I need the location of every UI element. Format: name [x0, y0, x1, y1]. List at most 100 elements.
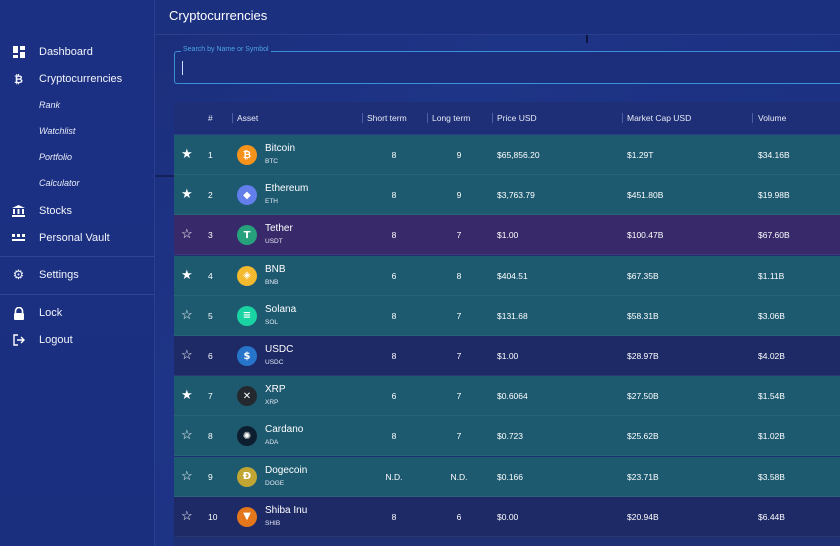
table-row[interactable]: ★ 7 ✕ XRP XRP 6 7 $0.6064 $27.50B $1.54B [174, 376, 840, 417]
short-term-cell: 6 [391, 270, 397, 281]
rank-cell: 1 [208, 150, 213, 160]
table-row[interactable]: ☆ 8 ✺ Cardano ADA 8 7 $0.723 $25.62B $1.02B [174, 416, 840, 457]
short-term-cell: N.D. [385, 471, 403, 482]
short-term-cell: 8 [391, 511, 397, 522]
vault-icon [12, 232, 25, 245]
sidebar: Dashboard ₿ Cryptocurrencies Rank Watchl… [0, 0, 155, 546]
column-header-volume[interactable]: Volume [758, 113, 787, 123]
rank-cell: 8 [208, 431, 213, 442]
volume-cell: $3.58B [758, 471, 785, 482]
star-filled-icon[interactable]: ★ [181, 266, 193, 282]
sidebar-item-stocks[interactable]: Stocks [0, 199, 155, 223]
sidebar-item-label: Dashboard [39, 46, 93, 58]
asset-symbol: USDC [265, 359, 284, 366]
table-row[interactable]: ☆ 10 ▼ Shiba Inu SHIB 8 6 $0.00 $20.94B $6.44B [174, 496, 840, 537]
lock-icon [12, 306, 25, 320]
short-term-cell: 8 [391, 431, 397, 442]
price-cell: $0.00 [497, 511, 519, 522]
market-cap-cell: $25.62B [627, 431, 659, 442]
sidebar-item-label: Cryptocurrencies [39, 73, 123, 85]
asset-symbol: DOGE [265, 479, 285, 487]
volume-cell: $19.98B [758, 190, 790, 201]
column-separator [752, 113, 753, 123]
background-line [586, 35, 588, 43]
price-cell: $404.51 [497, 270, 528, 281]
sidebar-item-label: Stocks [39, 205, 73, 217]
table-row[interactable]: ★ 4 ◈ BNB BNB 6 8 $404.51 $67.35B $1.11B [174, 255, 840, 296]
table-row[interactable]: ☆ 5 ≡ Solana SOL 8 7 $131.68 $58.31B $3.06B [174, 295, 840, 336]
volume-cell: $4.02B [758, 351, 785, 361]
table-row[interactable]: ★ 2 ◆ Ethereum ETH 8 9 $3,763.79 $451.80B $19.98B [174, 175, 840, 216]
star-outline-icon[interactable]: ☆ [181, 226, 193, 242]
asset-name: Shiba Inu [265, 504, 308, 516]
star-filled-icon[interactable]: ★ [181, 186, 193, 202]
long-term-cell: 7 [456, 431, 462, 442]
volume-cell: $1.11B [758, 270, 785, 281]
price-cell: $0.723 [497, 431, 523, 442]
asset-name: Cardano [265, 424, 304, 436]
rank-cell: 10 [208, 511, 218, 522]
long-term-cell: 6 [456, 511, 462, 522]
table-row[interactable]: ★ 1 ₿ Bitcoin BTC 8 9 $65,856.20 $1.29T $34.16B [174, 135, 840, 175]
price-cell: $1.00 [497, 230, 519, 241]
long-term-cell: 7 [456, 310, 462, 321]
volume-cell: $34.16B [758, 150, 790, 160]
table-row[interactable]: ☆ 3 T Tether USDT 8 7 $1.00 $100.47B $67.60B [174, 215, 840, 256]
market-cap-cell: $67.35B [627, 270, 659, 281]
volume-cell: $6.44B [758, 511, 785, 522]
asset-symbol: BNB [265, 278, 279, 286]
search-field[interactable]: Search by Name or Symbol [174, 46, 840, 84]
sidebar-item-cryptocurrencies[interactable]: ₿ Cryptocurrencies [0, 67, 155, 91]
sidebar-item-personal-vault[interactable]: Personal Vault [0, 226, 155, 250]
sidebar-subitem-portfolio[interactable]: Portfolio [39, 152, 73, 162]
gear-icon: ⚙ [12, 267, 25, 283]
column-header-short-term[interactable]: Short term [367, 113, 407, 123]
sidebar-subitem-rank[interactable]: Rank [39, 100, 61, 110]
rank-cell: 5 [208, 310, 213, 321]
market-cap-cell: $23.71B [627, 471, 659, 482]
sidebar-subitem-calculator[interactable]: Calculator [39, 178, 80, 188]
coin-icon: ₿ [237, 145, 257, 165]
short-term-cell: 8 [391, 351, 397, 361]
sidebar-item-logout[interactable]: Logout [0, 328, 155, 352]
star-outline-icon[interactable]: ☆ [181, 427, 193, 443]
search-input[interactable] [181, 60, 821, 76]
star-filled-icon[interactable]: ★ [181, 387, 193, 403]
table-row[interactable]: ☆ 6 $ USDC USDC 8 7 $1.00 $28.97B $4.02B [174, 336, 840, 376]
star-outline-icon[interactable]: ☆ [181, 467, 193, 483]
market-cap-cell: $100.47B [627, 230, 664, 241]
rank-cell: 7 [208, 391, 213, 402]
asset-name: BNB [265, 263, 286, 275]
star-outline-icon[interactable]: ☆ [181, 306, 193, 322]
price-cell: $0.6064 [497, 391, 528, 402]
column-header-long-term[interactable]: Long term [432, 113, 471, 123]
star-outline-icon[interactable]: ☆ [181, 507, 193, 523]
column-header-price[interactable]: Price USD [497, 113, 537, 123]
asset-symbol: ADA [265, 439, 279, 447]
market-cap-cell: $20.94B [627, 511, 659, 522]
long-term-cell: 7 [456, 391, 462, 402]
sidebar-item-label: Logout [39, 334, 73, 346]
sidebar-item-label: Personal Vault [39, 232, 110, 244]
sidebar-item-lock[interactable]: Lock [0, 301, 155, 325]
column-header-asset[interactable]: Asset [237, 113, 259, 123]
star-outline-icon[interactable]: ☆ [181, 347, 193, 362]
sidebar-item-settings[interactable]: ⚙ Settings [0, 263, 155, 287]
market-cap-cell: $27.50B [627, 391, 659, 402]
column-separator [362, 113, 363, 123]
sidebar-subitem-watchlist[interactable]: Watchlist [39, 126, 76, 136]
column-header-market-cap[interactable]: Market Cap USD [627, 113, 692, 123]
column-header-rank[interactable]: # [208, 113, 213, 123]
sidebar-item-dashboard[interactable]: Dashboard [0, 40, 155, 64]
star-filled-icon[interactable]: ★ [181, 146, 193, 161]
coin-icon: ◈ [237, 265, 257, 286]
table-row[interactable]: ☆ 9 Ð Dogecoin DOGE N.D. N.D. $0.166 $23.71B $3.5… [174, 456, 840, 497]
asset-symbol: XRP [265, 399, 279, 407]
table-header: # Asset Short term Long term Price USD M… [174, 102, 840, 135]
volume-cell: $3.06B [758, 310, 785, 321]
crypto-table: # Asset Short term Long term Price USD M… [174, 102, 840, 546]
long-term-cell: 9 [456, 150, 462, 160]
text-caret [182, 61, 183, 75]
sidebar-divider [0, 256, 155, 257]
